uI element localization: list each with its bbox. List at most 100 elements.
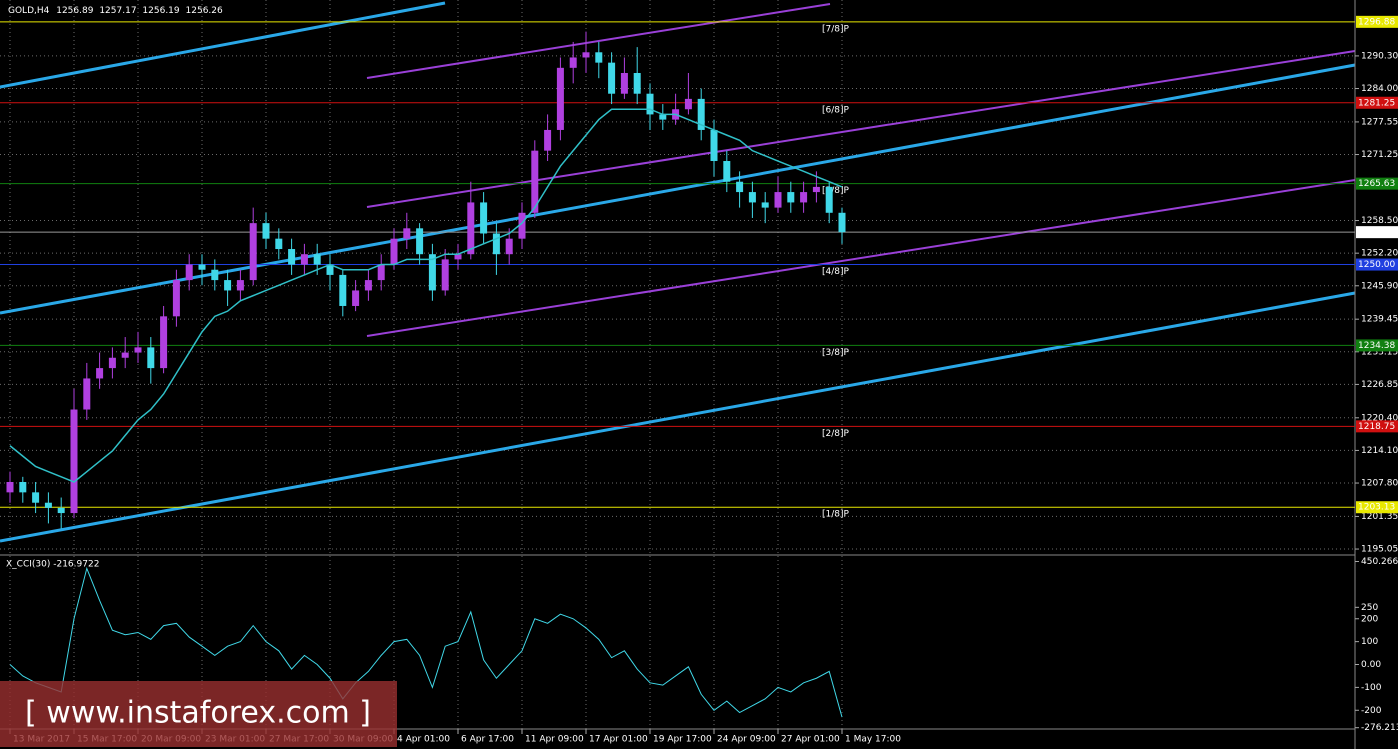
candle-body <box>44 502 52 508</box>
candle-body <box>736 181 744 193</box>
cci-tick-label: 450.2668 <box>1361 557 1398 567</box>
candle-body <box>697 98 705 130</box>
candle-body <box>556 67 564 130</box>
y-tick-label: 1214.10 <box>1361 446 1398 456</box>
channel-line <box>366 179 1356 337</box>
candle-body <box>198 264 206 270</box>
y-tick-label: 1258.50 <box>1361 216 1398 226</box>
ohlc: 1256.26 <box>186 6 223 16</box>
candle-body <box>96 368 104 379</box>
grid <box>0 0 1355 729</box>
level-name: [5/8]P <box>822 186 850 196</box>
level-name: [6/8]P <box>822 105 850 115</box>
candle-body <box>390 238 398 265</box>
cci-tick-label: -200 <box>1361 706 1382 716</box>
indicator-title: X_CCI(30) -216.9722 <box>6 560 99 570</box>
candle-body <box>761 202 769 208</box>
x-tick-label: 1 May 17:00 <box>845 735 901 745</box>
candle-body <box>582 52 590 58</box>
candle-body <box>364 280 372 291</box>
y-tick-label: 1220.40 <box>1361 413 1398 423</box>
candle-body <box>467 202 475 255</box>
candle-body <box>441 259 449 291</box>
y-tick-label: 1271.25 <box>1361 150 1398 160</box>
level-name: [2/8]P <box>822 429 850 439</box>
cci-tick-label: 250 <box>1361 603 1378 613</box>
candle-body <box>352 290 360 306</box>
candle-body <box>236 280 244 291</box>
candle-body <box>454 254 462 260</box>
y-tick-label: 1233.15 <box>1361 347 1398 357</box>
candle-body <box>812 186 820 193</box>
candle-body <box>32 492 40 503</box>
level-box <box>1356 177 1398 190</box>
candle-body <box>723 161 731 182</box>
y-tick-label: 1290.30 <box>1361 51 1398 61</box>
channels <box>0 1 1356 543</box>
level-value: 1234.38 <box>1358 341 1395 351</box>
level-box <box>1356 96 1398 109</box>
candle-body <box>134 347 142 353</box>
candle-body <box>646 93 654 115</box>
x-tick-label: 11 Apr 09:00 <box>525 735 584 745</box>
x-tick-label: 19 Apr 17:00 <box>653 735 712 745</box>
candle-body <box>339 274 347 306</box>
candle-body <box>518 212 526 239</box>
y-tick-label: 1245.90 <box>1361 281 1398 291</box>
candle-body <box>480 202 488 234</box>
candle-body <box>6 482 14 493</box>
candle-body <box>185 264 193 281</box>
candle-body <box>313 254 321 265</box>
chart-header: GOLD,H4 1256.89 1257.17 1256.19 1256.26 <box>8 6 223 16</box>
candle-body <box>428 254 436 291</box>
level-box <box>1356 501 1398 514</box>
level-name: [7/8]P <box>822 24 850 34</box>
x-tick-label: 24 Apr 09:00 <box>717 735 776 745</box>
watermark: [ www.instaforex.com ] <box>25 696 371 731</box>
candle-body <box>492 233 500 255</box>
level-box <box>1356 420 1398 433</box>
candle-body <box>160 316 168 369</box>
x-tick-label: 27 Apr 01:00 <box>781 735 840 745</box>
candle-body <box>108 357 116 369</box>
cci-tick-label: 200 <box>1361 614 1378 624</box>
candle-body <box>416 228 424 255</box>
candle-body <box>70 409 78 514</box>
cci-tick-label: -100 <box>1361 683 1382 693</box>
cci-line <box>9 566 843 718</box>
candle-body <box>57 507 65 514</box>
candle-body <box>544 129 552 151</box>
level-name: [1/8]P <box>822 510 850 520</box>
y-tick-label: 1284.00 <box>1361 84 1398 94</box>
candle-body <box>83 378 91 410</box>
candle-body <box>800 192 808 203</box>
candle-body <box>659 114 667 120</box>
candle-body <box>19 482 27 493</box>
level-value: 1218.75 <box>1358 422 1395 432</box>
cci-tick-label: 100 <box>1361 637 1378 647</box>
level-name: [4/8]P <box>822 267 850 277</box>
candle-body <box>147 347 155 369</box>
candle-body <box>121 352 129 358</box>
channel-line <box>0 1 446 89</box>
candle-body <box>403 228 411 239</box>
candle-body <box>774 192 782 208</box>
ohlc: 1256.89 <box>56 6 93 16</box>
channel-line <box>0 63 1356 315</box>
candle-body <box>172 280 180 317</box>
level-value: 1265.63 <box>1358 179 1395 189</box>
candle-body <box>505 238 513 255</box>
level-box <box>1356 258 1398 271</box>
candle-body <box>633 72 641 94</box>
candle-body <box>211 269 219 281</box>
y-tick-label: 1195.05 <box>1361 545 1398 555</box>
candle-body <box>825 186 833 213</box>
channel-line <box>0 291 1356 543</box>
candle-body <box>620 72 628 94</box>
candle-body <box>224 280 232 291</box>
level-box <box>1356 339 1398 352</box>
price-box <box>1356 226 1398 239</box>
y-tick-label: 1239.45 <box>1361 315 1398 325</box>
candle-body <box>838 212 846 233</box>
